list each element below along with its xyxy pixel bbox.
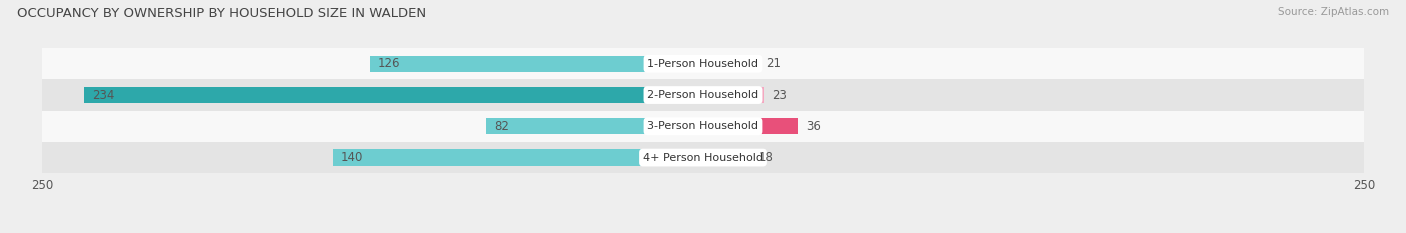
Bar <box>703 149 751 166</box>
Text: 1-Person Household: 1-Person Household <box>648 59 758 69</box>
Bar <box>703 87 763 103</box>
Text: OCCUPANCY BY OWNERSHIP BY HOUSEHOLD SIZE IN WALDEN: OCCUPANCY BY OWNERSHIP BY HOUSEHOLD SIZE… <box>17 7 426 20</box>
Text: 82: 82 <box>494 120 509 133</box>
Text: 140: 140 <box>340 151 363 164</box>
Text: 21: 21 <box>766 57 782 70</box>
Bar <box>42 79 1364 111</box>
Bar <box>703 118 799 134</box>
Text: Source: ZipAtlas.com: Source: ZipAtlas.com <box>1278 7 1389 17</box>
Bar <box>333 149 703 166</box>
Text: 234: 234 <box>93 89 115 102</box>
Text: 3-Person Household: 3-Person Household <box>648 121 758 131</box>
Text: 4+ Person Household: 4+ Person Household <box>643 153 763 163</box>
Bar <box>703 56 758 72</box>
Bar <box>486 118 703 134</box>
Bar <box>370 56 703 72</box>
Text: 36: 36 <box>806 120 821 133</box>
Bar <box>42 48 1364 79</box>
Bar <box>42 142 1364 173</box>
Text: 18: 18 <box>758 151 773 164</box>
Bar <box>42 111 1364 142</box>
Text: 126: 126 <box>378 57 401 70</box>
Text: 23: 23 <box>772 89 786 102</box>
Text: 2-Person Household: 2-Person Household <box>647 90 759 100</box>
Legend: Owner-occupied, Renter-occupied: Owner-occupied, Renter-occupied <box>572 230 834 233</box>
Bar <box>84 87 703 103</box>
